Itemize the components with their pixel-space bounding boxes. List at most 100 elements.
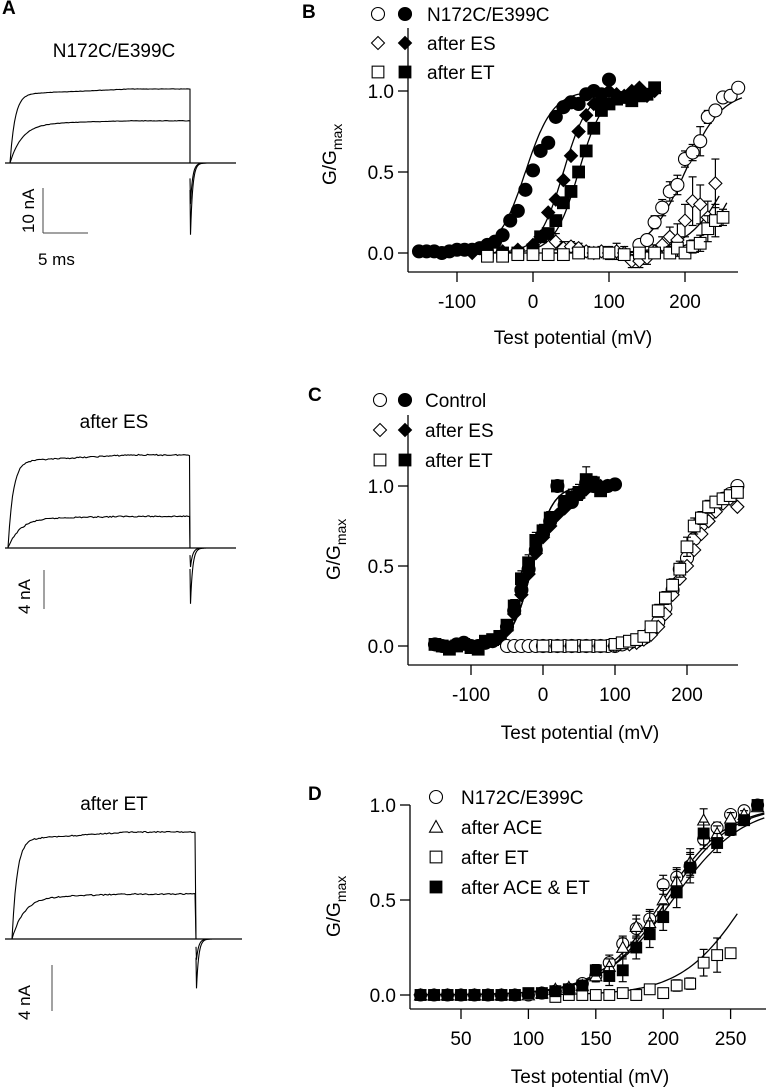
panel-c-data-point — [680, 540, 694, 554]
panel-d-legend: N172C/E399C after ACE after ET after ACE & … — [428, 788, 590, 899]
panel-c-legend-label: after ES — [425, 421, 494, 442]
panel-b-chart: B -100 0 100 200 0.0 0.5 1.0 N172C/E399C after … — [302, 2, 746, 349]
panel-c-fit-curves — [431, 485, 742, 647]
panel-b-data-point — [640, 87, 654, 101]
trace-1-current-sweep — [9, 88, 191, 163]
panel-c-data-point — [536, 524, 550, 538]
panel-b-data-point — [556, 172, 571, 188]
panel-d-data-point — [738, 814, 751, 827]
panel-b-data-point — [602, 246, 616, 260]
panel-d-x-tick-label: 250 — [715, 1029, 747, 1050]
panel-b-legend-open-marker — [370, 35, 386, 51]
panel-b-data-points — [411, 72, 746, 269]
panel-c-data-point — [694, 511, 708, 525]
panel-c-letter: C — [308, 385, 322, 406]
panel-b-legend-label: after ET — [427, 63, 495, 84]
panel-d-x-tick-label: 150 — [580, 1029, 612, 1050]
panel-d-data-point — [724, 823, 737, 836]
panel-c-data-point — [493, 629, 507, 643]
panel-b-data-point — [496, 249, 509, 263]
panel-c-data-point — [500, 618, 514, 632]
panel-c-data-point — [522, 556, 535, 570]
panel-c-legend-label: Control — [425, 391, 486, 412]
panel-b-fit-curve — [468, 90, 659, 254]
panel-d-data-point — [589, 989, 602, 1001]
panel-d-axes: 50 100 150 200 250 0.0 0.5 1.0 — [370, 796, 766, 1050]
panel-c-chart: C -100 0 100 200 0.0 0.5 1.0 Control after ES af… — [308, 385, 745, 744]
panel-c-legend-filled-marker — [397, 422, 413, 438]
panel-d-legend-label: after ACE & ET — [461, 878, 590, 899]
panel-d-data-point — [724, 947, 737, 960]
panel-d-y-tick-label: 0.5 — [370, 891, 396, 912]
panel-d-data-point — [549, 985, 562, 998]
panel-d-legend-marker — [428, 819, 444, 833]
panel-d-data-point — [723, 811, 738, 824]
panel-b-data-point — [632, 246, 646, 260]
panel-c-y-axis-title: G/Gmax — [324, 519, 349, 580]
panel-b-data-point — [556, 196, 570, 210]
panel-b-data-point — [549, 214, 563, 227]
trace-3-title: after ET — [80, 794, 148, 815]
panel-b-letter: B — [302, 2, 316, 23]
panel-c-y-axis-title-main: G/G — [324, 545, 345, 580]
panel-b-data-point — [708, 103, 723, 118]
panel-d-legend-marker — [429, 880, 443, 894]
panel-c-data-point — [730, 499, 745, 515]
panel-b-data-point — [503, 213, 518, 228]
panel-b-data-point — [564, 185, 578, 198]
panel-b-data-point — [548, 234, 564, 249]
panel-d-data-point — [657, 911, 670, 924]
panel-b-y-axis-title: G/Gmax — [320, 124, 345, 185]
panel-c-data-point — [514, 572, 528, 586]
panel-a-letter: A — [2, 0, 16, 19]
panel-b-data-point — [480, 249, 494, 263]
panel-b-legend-filled-marker — [397, 6, 413, 22]
panel-d-chart: D 50 100 150 200 250 0.0 0.5 1.0 N172C/E399C aft… — [308, 784, 766, 1088]
trace-2-current-sweep — [7, 453, 191, 549]
panel-d-y-axis-title-sub: max — [333, 876, 349, 902]
panel-c-legend-open-marker — [372, 422, 388, 438]
trace-3-current-sweep — [11, 892, 197, 940]
panel-c-data-point — [644, 620, 658, 634]
panel-b-legend: N172C/E399C after ES after ET — [370, 5, 550, 84]
panel-b-legend-filled-marker — [398, 65, 412, 79]
panel-b-data-point — [556, 248, 570, 262]
panel-d-x-tick-label: 200 — [647, 1029, 679, 1050]
panel-b-data-point — [563, 148, 579, 164]
panel-b-data-point — [572, 165, 585, 179]
panel-b-data-point — [579, 144, 593, 158]
panel-c-x-tick-label: 100 — [599, 685, 631, 706]
panel-b-data-point — [548, 109, 563, 124]
trace-3-currents — [5, 830, 242, 989]
panel-b-axes: -100 0 100 200 0.0 0.5 1.0 — [368, 28, 738, 313]
panel-c-data-point — [594, 639, 607, 653]
panel-c-data-point — [730, 485, 744, 499]
panel-c-data-point — [543, 511, 557, 525]
panel-d-legend-label: after ACE — [461, 818, 542, 839]
panel-d-data-point — [711, 837, 724, 849]
panel-b-data-point — [708, 176, 723, 191]
panel-d-data-point — [643, 928, 656, 941]
panel-d-data-point — [616, 964, 629, 977]
panel-b-data-point — [594, 104, 608, 117]
panel-c-data-points — [427, 466, 745, 656]
panel-d-data-point — [616, 987, 629, 1000]
panel-b-data-point — [685, 145, 700, 160]
panel-b-data-point — [693, 134, 708, 149]
panel-d-legend-marker — [428, 789, 444, 805]
panel-c-legend-filled-marker — [397, 392, 413, 408]
trace-2-current-sweep — [7, 515, 191, 549]
panel-b-data-point — [572, 246, 585, 260]
panel-d-data-point — [630, 941, 643, 954]
panel-c-data-point — [594, 484, 607, 498]
panel-b-data-point — [511, 248, 525, 262]
trace-1-current-scale-label: 10 nA — [19, 188, 38, 233]
panel-b-x-axis-title: Test potential (mV) — [494, 328, 652, 349]
panel-b-legend-filled-marker — [397, 35, 413, 51]
panel-b-data-point — [731, 80, 746, 95]
panel-b-data-point — [578, 108, 594, 123]
panel-b-data-point — [670, 177, 685, 193]
panel-b-y-tick-label: 1.0 — [368, 82, 394, 103]
panel-c-x-tick-label: 0 — [538, 685, 549, 706]
panel-d-data-point — [643, 983, 656, 996]
